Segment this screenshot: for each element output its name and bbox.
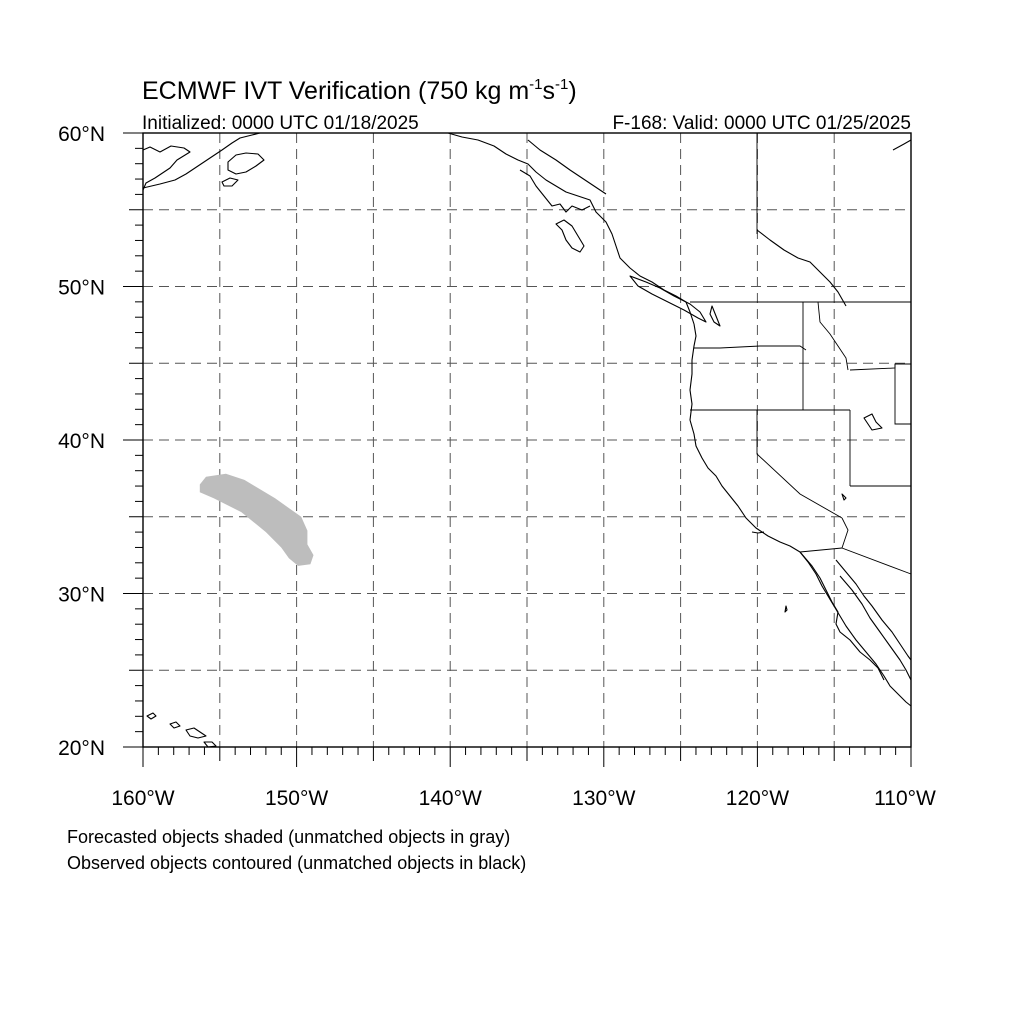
hawaii-kauai <box>146 712 157 720</box>
map-area <box>123 132 912 767</box>
axis-ticks <box>123 132 912 767</box>
guadalupe-island <box>784 605 788 613</box>
california-nevada-border <box>756 410 843 519</box>
alaska-coast <box>142 145 191 191</box>
latitude-labels: 60°N 50°N 40°N 30°N 20°N <box>58 123 105 760</box>
kodiak-small <box>221 177 239 187</box>
forecast-object-1 <box>199 473 314 566</box>
coastlines <box>142 132 912 748</box>
kodiak-island <box>227 152 265 175</box>
canada-river <box>756 229 847 307</box>
lat-label: 20°N <box>58 737 105 760</box>
hudson-coast <box>892 139 912 151</box>
ak-canada-border <box>527 139 607 195</box>
longitude-labels: 160°W 150°W 140°W 130°W 120°W 110°W <box>111 787 936 810</box>
mainland-mexico <box>839 575 912 681</box>
caption-forecast: Forecasted objects shaded (unmatched obj… <box>67 827 511 847</box>
initialized-time: Initialized: 0000 UTC 01/18/2025 <box>142 113 419 134</box>
lat-label: 50°N <box>58 277 105 300</box>
idaho-montana-border <box>817 301 849 371</box>
channel-islands <box>751 531 765 534</box>
political-borders <box>690 133 912 575</box>
alexander-archipelago <box>519 169 591 213</box>
lat-label: 30°N <box>58 584 105 607</box>
gulf-california-east <box>835 559 912 661</box>
hawaii-oahu <box>169 721 181 729</box>
lon-label: 150°W <box>265 787 328 810</box>
puget-sound <box>709 305 721 327</box>
us-west-coast <box>689 323 912 707</box>
lat-label: 60°N <box>58 123 105 146</box>
washington-oregon-border <box>694 345 807 351</box>
lon-label: 130°W <box>572 787 635 810</box>
salton-sea <box>841 493 847 501</box>
map-title: ECMWF IVT Verification (750 kg m-1s-1) <box>142 76 577 105</box>
lon-label: 140°W <box>419 787 482 810</box>
vancouver-island <box>629 275 707 323</box>
hawaii-big-island <box>203 741 217 748</box>
caption-observed: Observed objects contoured (unmatched ob… <box>67 853 527 873</box>
lon-label: 120°W <box>726 787 789 810</box>
hawaii-maui <box>185 727 207 739</box>
baja-coast <box>799 551 885 681</box>
us-mexico-border <box>799 547 843 553</box>
lon-label: 110°W <box>874 787 936 810</box>
great-salt-lake <box>863 413 883 431</box>
lat-label: 40°N <box>58 430 105 453</box>
forecast-objects <box>199 473 314 566</box>
haida-gwaii <box>555 219 585 253</box>
lon-label: 160°W <box>111 787 174 810</box>
arizona-border <box>841 517 912 575</box>
valid-time: F-168: Valid: 0000 UTC 01/25/2025 <box>612 113 911 134</box>
alaska-coast-2 <box>142 132 261 189</box>
colorado-border <box>894 364 911 425</box>
